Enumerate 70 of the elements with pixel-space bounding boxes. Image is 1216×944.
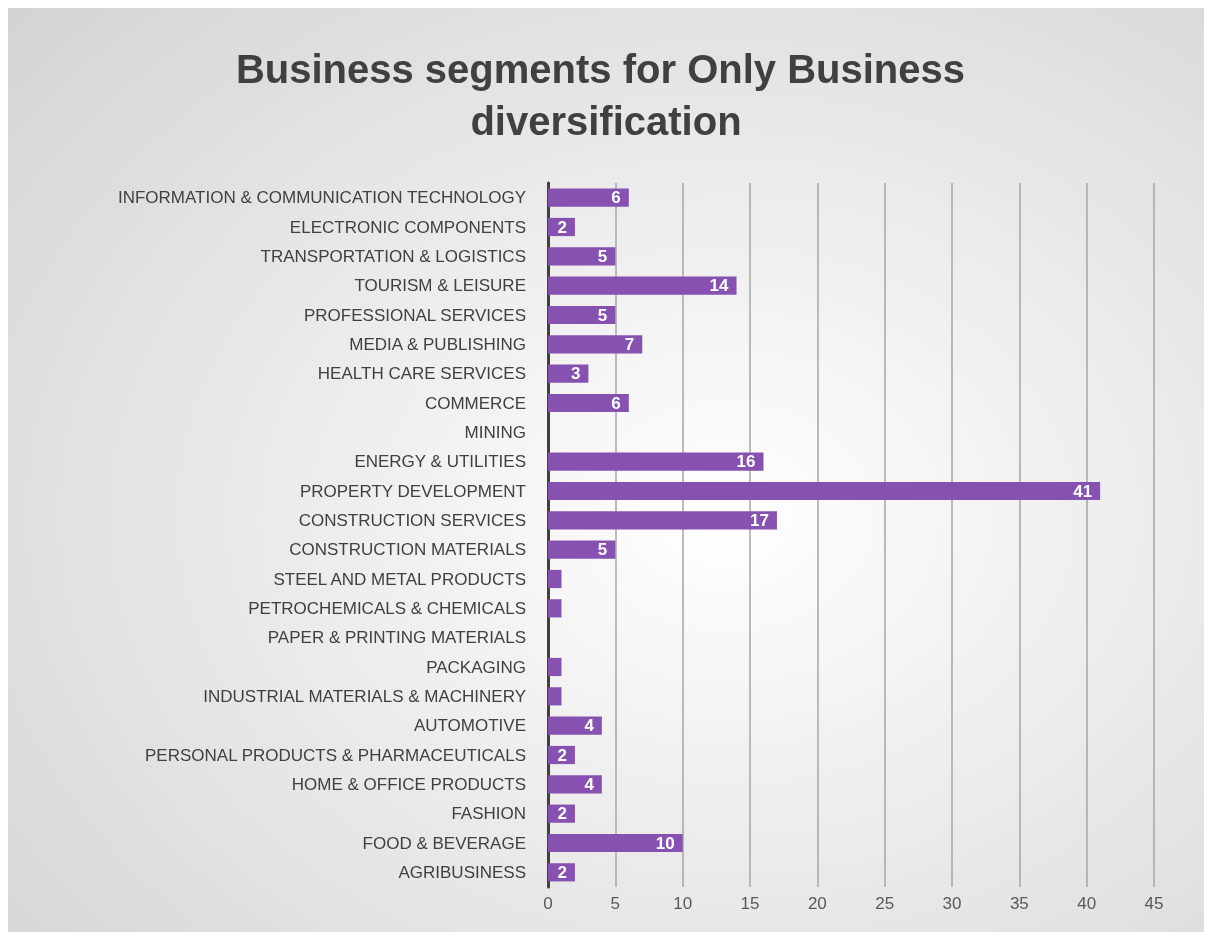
data-label: 2 [557, 745, 567, 765]
bar [548, 452, 764, 471]
x-tick-label: 0 [543, 894, 553, 913]
data-label: 6 [611, 188, 621, 208]
data-label: 6 [611, 393, 621, 413]
y-tick-label: TRANSPORTATION & LOGISTICS [260, 246, 526, 266]
data-label: 5 [597, 246, 608, 266]
x-tick-label: 20 [807, 894, 827, 913]
chart-title: Business segments for Only Business diversification [235, 47, 977, 143]
y-tick-label: ENERGY & UTILITIES [354, 452, 526, 472]
bar [548, 657, 562, 677]
y-tick-label: COMMERCE [424, 393, 526, 413]
data-label: 14 [709, 276, 730, 296]
y-tick-label: MINING [464, 422, 526, 442]
bar [548, 540, 616, 559]
y-tick-label: INDUSTRIAL MATERIALS & MACHINERY [203, 686, 526, 706]
x-tick-label: 25 [875, 894, 895, 913]
data-label: 4 [584, 774, 595, 794]
x-tick-label: 35 [1009, 894, 1029, 913]
y-tick-label: PROFESSIONAL SERVICES [303, 305, 526, 325]
y-tick-label: CONSTRUCTION SERVICES [298, 510, 526, 530]
data-label: 10 [655, 833, 675, 853]
y-tick-label: MEDIA & PUBLISHING [349, 334, 526, 354]
data-label: 2 [557, 804, 567, 824]
bar [548, 569, 562, 589]
bar [548, 833, 683, 853]
bar [548, 247, 616, 266]
bar [548, 276, 737, 295]
y-tick-label: PERSONAL PRODUCTS & PHARMACEUTICALS [145, 745, 526, 765]
bar [548, 687, 562, 706]
data-label: 41 [1073, 481, 1093, 501]
data-label: 2 [557, 862, 567, 882]
y-tick-label: PAPER & PRINTING MATERIALS [267, 628, 526, 648]
data-label: 16 [736, 452, 756, 472]
data-label: 3 [570, 364, 581, 384]
data-label: 7 [624, 334, 635, 354]
bar [548, 775, 602, 794]
y-tick-label: PETROCHEMICALS & CHEMICALS [248, 598, 526, 618]
data-label: 5 [597, 540, 608, 560]
data-label: 5 [597, 305, 608, 325]
y-tick-label: PROPERTY DEVELOPMENT [299, 481, 526, 501]
bar [548, 393, 629, 413]
bar [548, 335, 643, 354]
data-label: 17 [750, 510, 769, 530]
x-tick-label: 30 [942, 894, 962, 913]
y-tick-label: HEALTH CARE SERVICES [317, 364, 526, 384]
bar [548, 716, 602, 735]
bar [548, 599, 562, 618]
x-tick-label: 10 [673, 894, 693, 913]
y-tick-label: FASHION [451, 804, 526, 824]
bar [548, 305, 616, 325]
x-tick-label: 45 [1144, 894, 1164, 913]
y-tick-label: TOURISM & LEISURE [354, 276, 526, 296]
y-tick-label: FOOD & BEVERAGE [362, 833, 526, 853]
data-label: 4 [584, 716, 595, 736]
y-tick-label: ELECTRONIC COMPONENTS [289, 217, 526, 237]
y-tick-label: PACKAGING [426, 657, 526, 677]
y-tick-label: STEEL AND METAL PRODUCTS [273, 569, 526, 589]
x-tick-label: 5 [610, 894, 621, 913]
y-tick-label: HOME & OFFICE PRODUCTS [291, 774, 526, 794]
y-tick-label: AGRIBUSINESS [398, 862, 526, 882]
bar [548, 188, 629, 207]
y-tick-label: CONSTRUCTION MATERIALS [289, 540, 526, 560]
y-tick-label: AUTOMOTIVE [413, 716, 526, 736]
bar [548, 511, 777, 530]
x-tick-label: 15 [740, 894, 760, 913]
data-label: 2 [557, 217, 567, 237]
x-tick-label: 40 [1077, 894, 1097, 913]
bar [548, 481, 1101, 501]
y-tick-label: INFORMATION & COMMUNICATION TECHNOLOGY [117, 188, 526, 208]
